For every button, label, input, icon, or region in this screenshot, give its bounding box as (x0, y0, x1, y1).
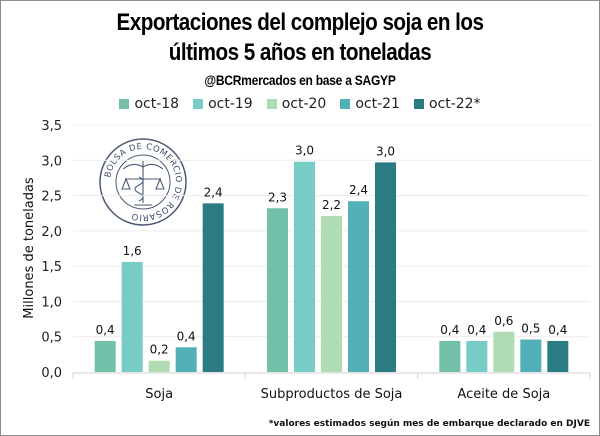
bar-oct-21-2 (520, 339, 542, 372)
bar-oct-19-0 (121, 261, 143, 372)
legend-label: oct-21 (355, 96, 400, 112)
legend-swatch (193, 99, 204, 109)
bar-oct-22-2 (547, 340, 569, 372)
legend-item: oct-19 (193, 96, 253, 112)
data-label: 3,0 (376, 144, 395, 158)
data-label: 3,0 (295, 144, 314, 158)
bar-oct-18-2 (439, 340, 461, 372)
bar-oct-20-2 (493, 331, 515, 372)
legend-swatch (340, 99, 351, 109)
bar-oct-20-1 (321, 216, 342, 372)
y-tick-label: 2,5 (41, 190, 62, 205)
data-label: 0,4 (440, 323, 459, 337)
legend-swatch (266, 99, 277, 109)
data-label: 2,3 (268, 190, 287, 204)
legend-item: oct-20 (266, 96, 327, 112)
legend-item: oct-21 (340, 96, 400, 112)
data-label: 0,4 (96, 323, 115, 337)
bar-oct-18-1 (267, 208, 288, 372)
legend-item: oct-18 (119, 96, 179, 112)
legend-item: oct-22* (413, 96, 481, 112)
data-label: 0,4 (548, 323, 567, 337)
bar-oct-18-0 (94, 340, 116, 372)
bar-oct-21-0 (175, 347, 197, 372)
data-label: 2,4 (349, 183, 368, 197)
y-tick-label: 1,0 (41, 295, 62, 310)
chart-legend: oct-18 oct-19 oct-20 oct-21 oct-22* (0, 96, 600, 112)
bolsa-de-comercio-seal-icon: BOLSA DE COMERCIO DE ROSARIO (99, 138, 187, 226)
y-tick-label: 3,0 (41, 154, 62, 169)
data-label: 0,5 (521, 322, 540, 336)
y-tick-label: 2,0 (41, 225, 62, 240)
x-category-label: Subproductos de Soja (261, 387, 403, 402)
footnote: *valores estimados según mes de embarque… (268, 419, 590, 429)
data-label: 0,4 (177, 329, 196, 343)
data-label: 0,2 (150, 343, 169, 357)
data-label: 0,6 (494, 314, 513, 328)
chart-title-line1: Exportaciones del complejo soja en los (116, 9, 484, 36)
legend-label: oct-18 (134, 96, 180, 112)
data-label: 2,4 (204, 185, 223, 199)
chart-subtitle: @BCRmercados en base a SAGYP (204, 72, 396, 88)
legend-label: oct-19 (208, 96, 253, 112)
bar-oct-19-2 (466, 340, 488, 372)
data-label: 2,2 (322, 198, 341, 212)
legend-label: oct-20 (281, 96, 327, 112)
y-axis-label: Millones de toneladas (22, 177, 37, 319)
data-label: 1,6 (123, 244, 142, 258)
x-category-label: Soja (145, 387, 173, 402)
y-tick-label: 1,5 (41, 260, 62, 275)
bar-oct-21-1 (348, 201, 369, 372)
legend-label: oct-22* (428, 96, 481, 112)
y-tick-label: 0,0 (41, 366, 62, 381)
chart-title-line2: últimos 5 años en toneladas (168, 39, 432, 66)
bar-oct-22-1 (375, 162, 396, 372)
y-tick-label: 3,5 (41, 119, 62, 134)
bar-oct-22-0 (202, 203, 224, 372)
bar-oct-19-1 (294, 161, 315, 372)
legend-swatch (413, 99, 424, 109)
x-category-label: Aceite de Soja (457, 387, 550, 402)
legend-swatch (119, 99, 130, 109)
data-label: 0,4 (467, 323, 486, 337)
y-tick-label: 0,5 (41, 331, 62, 346)
bar-oct-20-0 (148, 360, 170, 372)
